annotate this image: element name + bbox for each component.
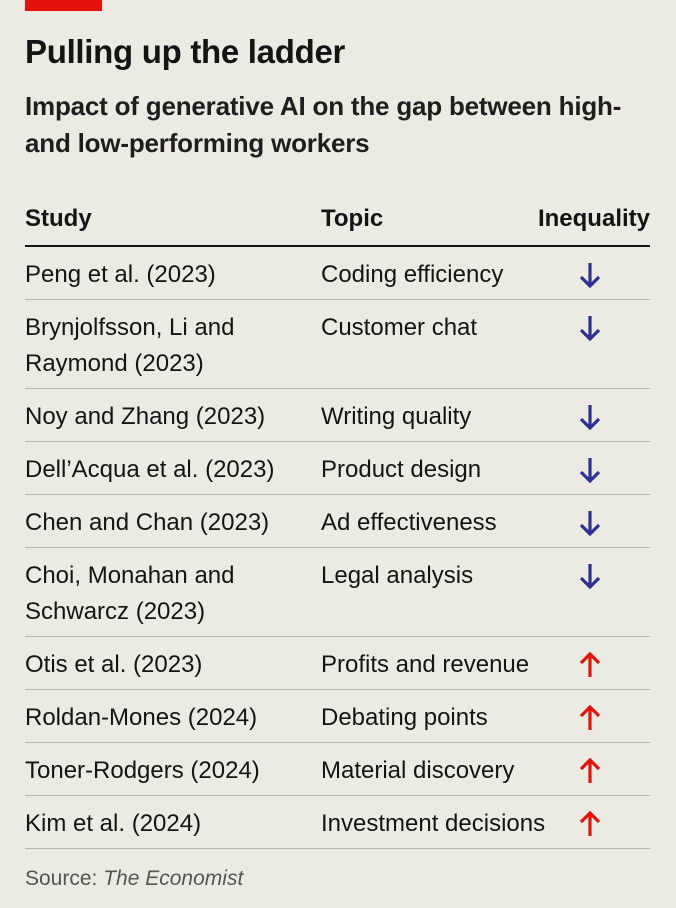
arrow-down-icon <box>579 564 601 590</box>
table-row: Choi, Monahan and Schwarcz (2023) Legal a… <box>25 548 650 637</box>
arrow-up-icon <box>579 704 601 730</box>
arrow-down-icon <box>579 263 601 289</box>
study-cell: Brynjolfsson, Li and Raymond (2023) <box>25 314 235 377</box>
study-cell: Noy and Zhang (2023) <box>25 403 266 430</box>
topic-cell: Investment decisions <box>321 810 546 837</box>
source-publication: The Economist <box>103 867 244 890</box>
topic-cell: Debating points <box>321 704 488 731</box>
arrow-down-icon <box>579 316 601 342</box>
arrow-down-icon <box>579 405 601 431</box>
topic-cell: Ad effectiveness <box>321 509 497 536</box>
study-cell: Toner-Rodgers (2024) <box>25 757 260 784</box>
arrow-up-icon <box>579 651 601 677</box>
study-cell: Dell’Acqua et al. (2023) <box>25 456 275 483</box>
topic-cell: Profits and revenue <box>321 651 530 678</box>
table-row: Peng et al. (2023) Coding efficiency <box>25 247 650 300</box>
source-note: Source: The Economist <box>25 864 243 894</box>
topic-cell: Writing quality <box>321 403 472 430</box>
table-body: Peng et al. (2023) Coding efficiency Brynj… <box>25 247 650 849</box>
arrow-up-icon <box>579 757 601 783</box>
topic-cell: Customer chat <box>321 314 478 341</box>
arrow-up-icon <box>579 810 601 836</box>
topic-cell: Coding efficiency <box>321 261 504 288</box>
table-header: Study Topic Inequality <box>25 197 650 247</box>
study-cell: Roldan-Mones (2024) <box>25 704 258 731</box>
table-row: Otis et al. (2023) Profits and revenue <box>25 637 650 690</box>
study-table: Study Topic Inequality Peng et al. (2023… <box>25 197 650 849</box>
column-header-study: Study <box>25 205 92 232</box>
table-row: Dell’Acqua et al. (2023) Product design <box>25 442 650 495</box>
table-row: Toner-Rodgers (2024) Material discovery <box>25 743 650 796</box>
study-cell: Otis et al. (2023) <box>25 651 203 678</box>
chart-title: Pulling up the ladder <box>25 33 346 70</box>
table-row: Kim et al. (2024) Investment decisions <box>25 796 650 849</box>
study-cell: Kim et al. (2024) <box>25 810 202 837</box>
table-row: Chen and Chan (2023) Ad effectiveness <box>25 495 650 548</box>
topic-cell: Material discovery <box>321 757 515 784</box>
arrow-down-icon <box>579 458 601 484</box>
table-row: Noy and Zhang (2023) Writing quality <box>25 389 650 442</box>
topic-cell: Product design <box>321 456 482 483</box>
topic-cell: Legal analysis <box>321 562 474 589</box>
study-cell: Chen and Chan (2023) <box>25 509 270 536</box>
table-row: Brynjolfsson, Li and Raymond (2023) Custo… <box>25 300 650 389</box>
column-header-inequality: Inequality <box>537 205 650 232</box>
study-cell: Choi, Monahan and Schwarcz (2023) <box>25 562 235 625</box>
brand-tag <box>25 0 102 11</box>
chart-subtitle: Impact of generative AI on the gap betwe… <box>25 91 622 158</box>
source-label: Source: <box>25 867 98 890</box>
column-header-topic: Topic <box>321 205 384 232</box>
study-cell: Peng et al. (2023) <box>25 261 216 288</box>
table-row: Roldan-Mones (2024) Debating points <box>25 690 650 743</box>
arrow-down-icon <box>579 511 601 537</box>
